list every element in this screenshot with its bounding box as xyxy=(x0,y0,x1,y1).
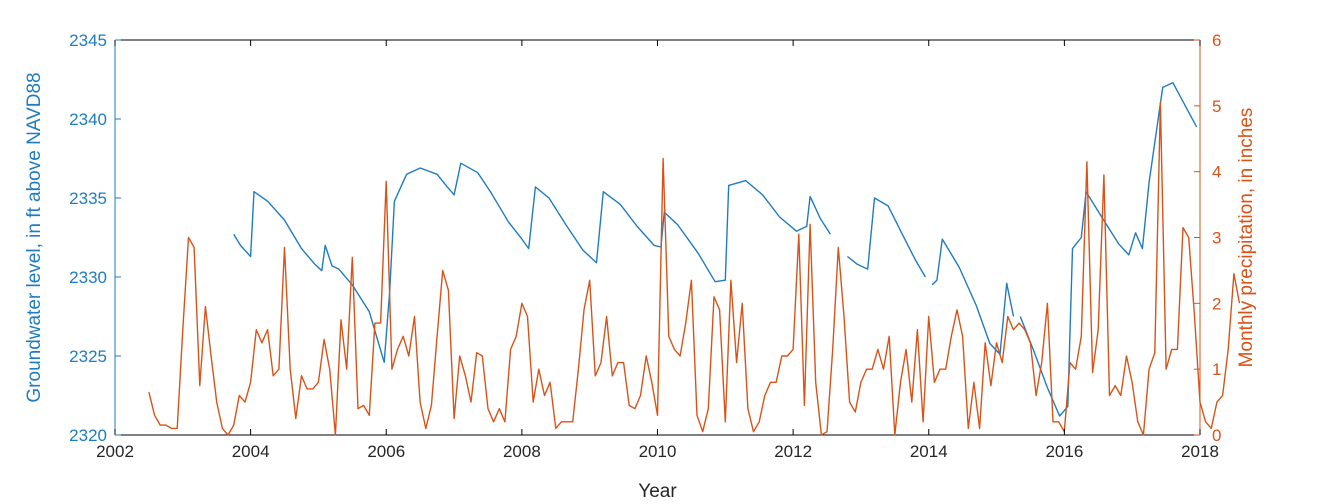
groundwater-line-segment xyxy=(1019,81,1198,417)
left-y-tick-label: 2320 xyxy=(69,426,107,445)
right-y-tick-label: 3 xyxy=(1212,229,1221,248)
x-tick-label: 2012 xyxy=(774,442,812,461)
groundwater-series xyxy=(233,81,1198,417)
right-y-tick-label: 0 xyxy=(1212,426,1221,445)
right-y-axis-ticks: 0 1 2 3 4 5 6 xyxy=(1194,31,1221,445)
left-y-axis-ticks: 2320 2325 2330 2335 2340 2345 xyxy=(69,31,121,445)
x-tick-label: 2010 xyxy=(639,442,677,461)
right-y-axis-title: Monthly precipitation, in inches xyxy=(1236,108,1257,368)
right-y-tick-label: 4 xyxy=(1212,163,1221,182)
plot-frame xyxy=(114,39,1201,436)
right-y-tick-label: 2 xyxy=(1212,294,1221,313)
x-tick-label: 2016 xyxy=(1045,442,1083,461)
precipitation-series xyxy=(148,101,1241,436)
right-y-tick-label: 6 xyxy=(1212,31,1221,50)
left-y-tick-label: 2345 xyxy=(69,31,107,50)
right-y-tick-label: 5 xyxy=(1212,97,1221,116)
groundwater-line-segment xyxy=(233,162,831,363)
left-y-axis-title: Groundwater level, in ft above NAVD88 xyxy=(24,72,45,402)
left-y-tick-label: 2335 xyxy=(69,189,107,208)
x-axis-title: Year xyxy=(638,481,677,502)
x-tick-label: 2008 xyxy=(503,442,541,461)
left-y-tick-label: 2330 xyxy=(69,268,107,287)
groundwater-line-segment xyxy=(931,238,1015,356)
left-y-tick-label: 2325 xyxy=(69,347,107,366)
groundwater-line-segment xyxy=(846,197,927,278)
x-tick-label: 2002 xyxy=(96,442,134,461)
x-tick-label: 2006 xyxy=(367,442,405,461)
x-axis-ticks: 2002 2004 2006 2008 2010 2012 2014 2016 2018 xyxy=(96,40,1219,461)
x-tick-label: 2004 xyxy=(232,442,270,461)
precipitation-line xyxy=(148,101,1241,436)
x-tick-label: 2014 xyxy=(910,442,948,461)
left-y-tick-label: 2340 xyxy=(69,110,107,129)
x-tick-label: 2018 xyxy=(1181,442,1219,461)
right-y-tick-label: 1 xyxy=(1212,360,1221,379)
